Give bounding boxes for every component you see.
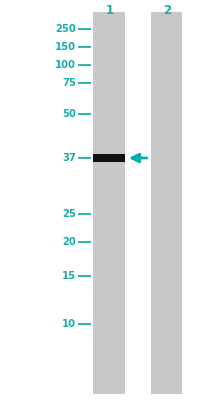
Bar [93, 154, 124, 162]
Bar [150, 12, 182, 394]
Text: 150: 150 [55, 42, 75, 52]
Text: 25: 25 [62, 209, 75, 219]
Text: 15: 15 [61, 271, 75, 281]
Text: 10: 10 [62, 319, 75, 329]
Text: 250: 250 [55, 24, 75, 34]
Text: 1: 1 [105, 4, 113, 16]
Text: 20: 20 [62, 237, 75, 247]
Bar [93, 12, 124, 394]
Text: 75: 75 [62, 78, 75, 88]
Text: 37: 37 [62, 153, 75, 163]
Text: 2: 2 [162, 4, 170, 16]
Text: 50: 50 [62, 109, 75, 119]
Text: 100: 100 [55, 60, 75, 70]
